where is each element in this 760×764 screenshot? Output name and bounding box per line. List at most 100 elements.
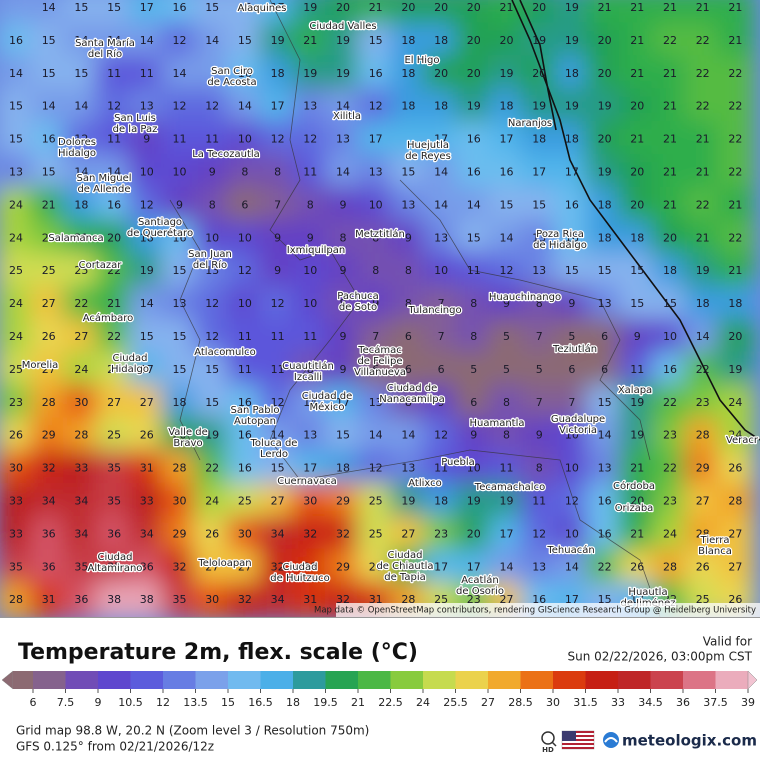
temperature-cell xyxy=(520,318,558,356)
colorbar-tick-label: 6 xyxy=(30,696,37,709)
temperature-cell xyxy=(291,22,329,60)
temperature-cell xyxy=(717,285,754,323)
hd-icon: HD xyxy=(541,731,557,754)
grid-value: 17 xyxy=(467,560,481,573)
temperature-cell xyxy=(0,22,35,60)
grid-value: 34 xyxy=(74,527,88,540)
temperature-cell xyxy=(390,219,427,257)
place-label: México xyxy=(310,401,345,413)
temperature-cell xyxy=(193,55,231,93)
temperature-cell xyxy=(30,154,68,191)
temperature-cell xyxy=(226,318,264,356)
temperature-cell xyxy=(684,417,722,455)
grid-value: 19 xyxy=(532,34,546,47)
temperature-cell xyxy=(618,0,656,27)
colorbar-tick-label: 21 xyxy=(351,696,365,709)
grid-value: 25 xyxy=(696,593,710,606)
temperature-cell xyxy=(193,417,231,455)
temperature-cell xyxy=(553,22,591,60)
temperature-cell xyxy=(553,450,591,488)
grid-value: 30 xyxy=(173,495,187,508)
temperature-cell xyxy=(651,154,689,191)
grid-value: 19 xyxy=(696,264,710,277)
grid-value: 8 xyxy=(503,396,510,409)
temperature-cell xyxy=(63,0,100,27)
grid-value: 15 xyxy=(9,100,23,113)
grid-value: 16 xyxy=(565,231,579,244)
grid-value: 12 xyxy=(74,133,88,146)
temperature-cell xyxy=(717,186,754,224)
temperature-cell xyxy=(553,55,591,93)
temperature-cell xyxy=(161,88,198,126)
temperature-cell xyxy=(291,483,329,520)
grid-value: 33 xyxy=(9,527,23,540)
colorbar-tick-label: 37.5 xyxy=(703,696,728,709)
grid-value: 22 xyxy=(663,593,677,606)
grid-value: 26 xyxy=(696,560,710,573)
temperature-cell xyxy=(226,581,264,617)
grid-value: 17 xyxy=(140,363,154,376)
temperature-cell xyxy=(553,417,591,455)
grid-value: 24 xyxy=(205,495,219,508)
temperature-cell xyxy=(324,0,362,27)
temperature-cell xyxy=(586,0,623,27)
grid-value: 5 xyxy=(470,363,477,376)
grid-value: 17 xyxy=(369,133,383,146)
grid-value: 10 xyxy=(565,462,579,475)
grid-value: 21 xyxy=(630,133,644,146)
temperature-cell xyxy=(128,121,166,159)
temperature-cell xyxy=(128,154,166,191)
colorbar-segment xyxy=(260,671,294,689)
grid-value: 21 xyxy=(696,1,710,14)
temperature-cell xyxy=(30,88,68,126)
grid-value: 19 xyxy=(336,67,350,80)
grid-value: 12 xyxy=(532,527,546,540)
temperature-cell xyxy=(357,55,395,93)
temperature-cell xyxy=(324,55,362,93)
grid-value: 34 xyxy=(42,495,56,508)
temperature-cell xyxy=(226,219,264,257)
temperature-cell xyxy=(520,121,558,159)
temperature-cell xyxy=(226,548,264,586)
temperature-cell xyxy=(161,285,198,323)
grid-value: 24 xyxy=(9,297,23,310)
grid-value: 35 xyxy=(74,560,88,573)
temperature-cell xyxy=(684,548,722,586)
grid-value: 26 xyxy=(369,560,383,573)
grid-value: 20 xyxy=(434,67,448,80)
grid-value: 30 xyxy=(74,396,88,409)
grid-value: 31 xyxy=(303,593,317,606)
grid-value: 10 xyxy=(369,198,383,211)
grid-value: 14 xyxy=(205,34,219,47)
grid-value: 9 xyxy=(274,264,281,277)
temperature-field xyxy=(0,0,754,617)
temperature-cell xyxy=(586,318,623,356)
temperature-cell xyxy=(95,483,133,520)
temperature-cell xyxy=(291,121,329,159)
temperature-cell xyxy=(226,121,264,159)
grid-value: 22 xyxy=(74,297,88,310)
temperature-cell xyxy=(0,252,35,290)
temperature-cell xyxy=(128,515,166,553)
temperature-cell xyxy=(161,219,198,257)
temperature-cell xyxy=(455,318,493,356)
temperature-cell xyxy=(63,581,100,617)
attribution: Map data © OpenStreetMap contributors, r… xyxy=(314,606,756,616)
grid-value: 10 xyxy=(663,330,677,343)
grid-value: 28 xyxy=(401,593,415,606)
grid-value: 11 xyxy=(434,462,448,475)
brand-logo xyxy=(603,732,619,748)
grid-value: 18 xyxy=(74,198,88,211)
grid-value: 9 xyxy=(307,231,314,244)
temperature-cell xyxy=(95,121,133,159)
grid-value: 15 xyxy=(107,1,121,14)
grid-value: 16 xyxy=(532,593,546,606)
colorbar-segment xyxy=(98,671,131,689)
grid-value: 8 xyxy=(340,231,347,244)
grid-value: 15 xyxy=(532,198,546,211)
grid-value: 21 xyxy=(369,1,383,14)
grid-value: 12 xyxy=(140,198,154,211)
temperature-cell xyxy=(586,548,623,586)
temperature-cell xyxy=(717,515,754,553)
colorbar-segment xyxy=(228,671,261,689)
